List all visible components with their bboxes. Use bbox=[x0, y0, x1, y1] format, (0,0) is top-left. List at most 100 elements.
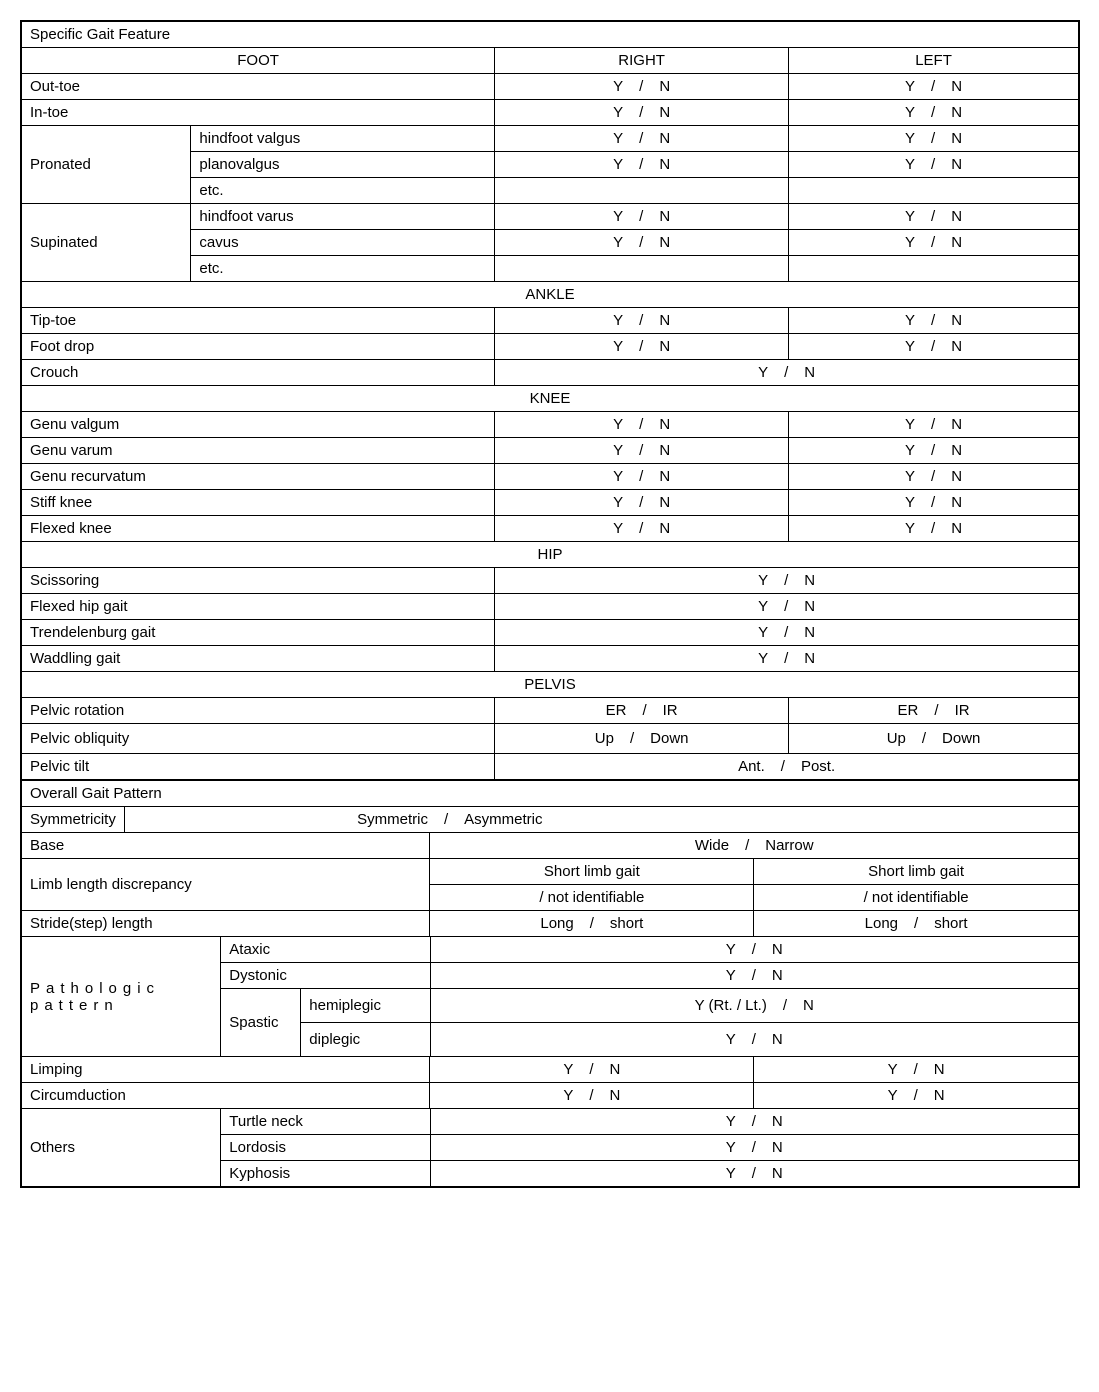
supinated-cavus-right[interactable]: Y/N bbox=[495, 230, 788, 256]
label-diplegic: diplegic bbox=[301, 1023, 429, 1056]
lordosis-value[interactable]: Y/N bbox=[431, 1135, 1079, 1161]
header-specific: Specific Gait Feature bbox=[22, 22, 1078, 47]
limping-left[interactable]: Y/N bbox=[754, 1057, 1078, 1082]
supinated-etc-right[interactable] bbox=[495, 256, 788, 281]
tiptoe-right[interactable]: Y/N bbox=[495, 308, 789, 333]
tilt-value[interactable]: Ant./Post. bbox=[495, 754, 1078, 779]
outtoe-right[interactable]: Y/N bbox=[495, 74, 789, 99]
crouch-value[interactable]: Y/N bbox=[495, 360, 1078, 385]
scissoring-value[interactable]: Y/N bbox=[495, 568, 1078, 593]
label-turtle-neck: Turtle neck bbox=[221, 1109, 429, 1135]
kyphosis-value[interactable]: Y/N bbox=[431, 1161, 1079, 1186]
rotation-right[interactable]: ER/IR bbox=[495, 698, 789, 723]
header-foot: FOOT bbox=[22, 48, 495, 73]
supinated-etc-left[interactable] bbox=[789, 256, 1078, 281]
lld-left[interactable]: Short limb gait / not identifiable bbox=[754, 859, 1078, 910]
label-planovalgus: planovalgus bbox=[191, 152, 494, 178]
recurvatum-right[interactable]: Y/N bbox=[495, 464, 789, 489]
flexedhip-value[interactable]: Y/N bbox=[495, 594, 1078, 619]
label-base: Base bbox=[22, 833, 430, 858]
lld-right[interactable]: Short limb gait / not identifiable bbox=[430, 859, 754, 910]
pronated-plano-right[interactable]: Y/N bbox=[495, 152, 788, 178]
supinated-cavus-left[interactable]: Y/N bbox=[789, 230, 1078, 256]
stride-left[interactable]: Long/short bbox=[754, 911, 1078, 936]
recurvatum-left[interactable]: Y/N bbox=[789, 464, 1078, 489]
label-genu-valgum: Genu valgum bbox=[22, 412, 495, 437]
header-hip: HIP bbox=[22, 542, 1078, 567]
header-ankle: ANKLE bbox=[22, 282, 1078, 307]
intoe-left[interactable]: Y/N bbox=[789, 100, 1078, 125]
footdrop-right[interactable]: Y/N bbox=[495, 334, 789, 359]
pronated-valgus-right[interactable]: Y/N bbox=[495, 126, 788, 152]
label-genu-varum: Genu varum bbox=[22, 438, 495, 463]
label-scissoring: Scissoring bbox=[22, 568, 495, 593]
outtoe-left[interactable]: Y/N bbox=[789, 74, 1078, 99]
dystonic-value[interactable]: Y/N bbox=[431, 963, 1079, 989]
varum-right[interactable]: Y/N bbox=[495, 438, 789, 463]
label-limping: Limping bbox=[22, 1057, 430, 1082]
flexedknee-right[interactable]: Y/N bbox=[495, 516, 789, 541]
label-others: Others bbox=[22, 1109, 221, 1186]
stiff-left[interactable]: Y/N bbox=[789, 490, 1078, 515]
label-dystonic: Dystonic bbox=[221, 963, 429, 989]
flexedknee-left[interactable]: Y/N bbox=[789, 516, 1078, 541]
pronated-etc-right[interactable] bbox=[495, 178, 788, 203]
turtle-value[interactable]: Y/N bbox=[431, 1109, 1079, 1135]
label-outtoe: Out-toe bbox=[22, 74, 495, 99]
label-circumduction: Circumduction bbox=[22, 1083, 430, 1108]
valgum-left[interactable]: Y/N bbox=[789, 412, 1078, 437]
label-flexed-hip: Flexed hip gait bbox=[22, 594, 495, 619]
label-crouch: Crouch bbox=[22, 360, 495, 385]
label-cavus: cavus bbox=[191, 230, 494, 256]
obliquity-left[interactable]: Up/Down bbox=[789, 724, 1078, 753]
header-left: LEFT bbox=[789, 48, 1078, 73]
trendelenburg-value[interactable]: Y/N bbox=[495, 620, 1078, 645]
label-pronated-etc: etc. bbox=[191, 178, 494, 203]
label-intoe: In-toe bbox=[22, 100, 495, 125]
stride-right[interactable]: Long/short bbox=[430, 911, 754, 936]
label-pelvic-tilt: Pelvic tilt bbox=[22, 754, 495, 779]
valgum-right[interactable]: Y/N bbox=[495, 412, 789, 437]
label-hemiplegic: hemiplegic bbox=[301, 989, 429, 1023]
symmetricity-value[interactable]: Symmetric/Asymmetric bbox=[125, 807, 775, 832]
base-value[interactable]: Wide/Narrow bbox=[430, 833, 1078, 858]
pronated-valgus-left[interactable]: Y/N bbox=[789, 126, 1078, 152]
hemiplegic-value[interactable]: Y (Rt. / Lt.)/N bbox=[431, 989, 1079, 1023]
waddling-value[interactable]: Y/N bbox=[495, 646, 1078, 671]
header-knee: KNEE bbox=[22, 386, 1078, 411]
label-spastic: Spastic bbox=[221, 989, 301, 1056]
label-flexed-knee: Flexed knee bbox=[22, 516, 495, 541]
supinated-varus-right[interactable]: Y/N bbox=[495, 204, 788, 230]
footdrop-left[interactable]: Y/N bbox=[789, 334, 1078, 359]
label-supinated: Supinated bbox=[22, 204, 191, 281]
label-symmetricity: Symmetricity bbox=[22, 807, 125, 832]
intoe-right[interactable]: Y/N bbox=[495, 100, 789, 125]
label-waddling: Waddling gait bbox=[22, 646, 495, 671]
limping-right[interactable]: Y/N bbox=[430, 1057, 754, 1082]
label-kyphosis: Kyphosis bbox=[221, 1161, 429, 1186]
label-ataxic: Ataxic bbox=[221, 937, 429, 963]
ataxic-value[interactable]: Y/N bbox=[431, 937, 1079, 963]
circumduction-left[interactable]: Y/N bbox=[754, 1083, 1078, 1108]
label-stride: Stride(step) length bbox=[22, 911, 430, 936]
rotation-left[interactable]: ER/IR bbox=[789, 698, 1078, 723]
circumduction-right[interactable]: Y/N bbox=[430, 1083, 754, 1108]
varum-left[interactable]: Y/N bbox=[789, 438, 1078, 463]
label-hindfoot-valgus: hindfoot valgus bbox=[191, 126, 494, 152]
header-right: RIGHT bbox=[495, 48, 789, 73]
supinated-varus-left[interactable]: Y/N bbox=[789, 204, 1078, 230]
label-supinated-etc: etc. bbox=[191, 256, 494, 281]
pronated-plano-left[interactable]: Y/N bbox=[789, 152, 1078, 178]
tiptoe-left[interactable]: Y/N bbox=[789, 308, 1078, 333]
pronated-etc-left[interactable] bbox=[789, 178, 1078, 203]
label-stiff-knee: Stiff knee bbox=[22, 490, 495, 515]
stiff-right[interactable]: Y/N bbox=[495, 490, 789, 515]
gait-feature-table: Specific Gait Feature FOOT RIGHT LEFT Ou… bbox=[20, 20, 1080, 1188]
header-pelvis: PELVIS bbox=[22, 672, 1078, 697]
label-trendelenburg: Trendelenburg gait bbox=[22, 620, 495, 645]
label-pathologic: Pathologic pattern bbox=[22, 937, 221, 1056]
label-lordosis: Lordosis bbox=[221, 1135, 429, 1161]
obliquity-right[interactable]: Up/Down bbox=[495, 724, 789, 753]
label-tiptoe: Tip-toe bbox=[22, 308, 495, 333]
diplegic-value[interactable]: Y/N bbox=[431, 1023, 1079, 1056]
